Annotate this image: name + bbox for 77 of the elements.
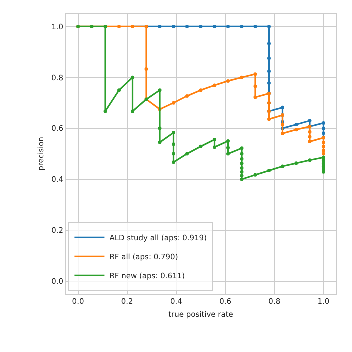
- point: [226, 24, 230, 28]
- point: [172, 101, 176, 105]
- point: [322, 140, 326, 144]
- point: [254, 84, 258, 88]
- point: [240, 152, 244, 156]
- point: [308, 135, 312, 139]
- point: [118, 24, 122, 28]
- point: [267, 169, 271, 173]
- point: [280, 132, 284, 136]
- point: [172, 24, 176, 28]
- point: [226, 140, 230, 144]
- point: [240, 178, 244, 182]
- point: [186, 152, 189, 156]
- point: [240, 170, 244, 174]
- point: [158, 24, 162, 28]
- point: [213, 84, 216, 88]
- point: [199, 144, 203, 148]
- point: [186, 94, 189, 98]
- point: [308, 130, 312, 134]
- point: [294, 162, 298, 166]
- point: [322, 126, 326, 130]
- point: [213, 138, 216, 142]
- point: [213, 146, 216, 150]
- point: [158, 126, 162, 130]
- point: [172, 152, 176, 156]
- point: [226, 152, 230, 156]
- point: [267, 118, 271, 122]
- point: [240, 162, 244, 166]
- point: [322, 170, 326, 174]
- point: [280, 106, 284, 110]
- point: [294, 122, 298, 126]
- point: [267, 56, 271, 60]
- point: [322, 162, 326, 166]
- point: [294, 128, 298, 132]
- point: [308, 140, 312, 144]
- point: [240, 174, 244, 178]
- point: [104, 110, 108, 114]
- point: [254, 173, 258, 177]
- point: [240, 76, 244, 80]
- point: [240, 166, 244, 170]
- point: [172, 160, 176, 164]
- point: [254, 96, 258, 100]
- point: [226, 79, 230, 83]
- point: [322, 164, 326, 168]
- point: [213, 24, 216, 28]
- point: [267, 81, 271, 85]
- point: [267, 42, 271, 46]
- point: [158, 140, 162, 144]
- point: [158, 88, 162, 92]
- point: [254, 72, 258, 76]
- point: [322, 144, 326, 148]
- point: [172, 142, 176, 146]
- point: [131, 110, 135, 114]
- point: [280, 122, 284, 126]
- point: [280, 164, 284, 168]
- point: [267, 70, 271, 74]
- point: [322, 132, 326, 136]
- point: [308, 158, 312, 162]
- point: [322, 156, 326, 160]
- point: [240, 146, 244, 150]
- point: [199, 88, 203, 92]
- point: [172, 131, 176, 135]
- point: [254, 24, 258, 28]
- point: [131, 76, 135, 80]
- point: [186, 24, 189, 28]
- point: [322, 148, 326, 152]
- point: [240, 24, 244, 28]
- point: [308, 119, 312, 123]
- point: [144, 67, 148, 71]
- point: [322, 121, 326, 125]
- point: [199, 24, 203, 28]
- point: [118, 88, 122, 92]
- point: [322, 152, 326, 156]
- point: [322, 158, 326, 162]
- point: [267, 24, 271, 28]
- point: [226, 146, 230, 150]
- point: [240, 157, 244, 161]
